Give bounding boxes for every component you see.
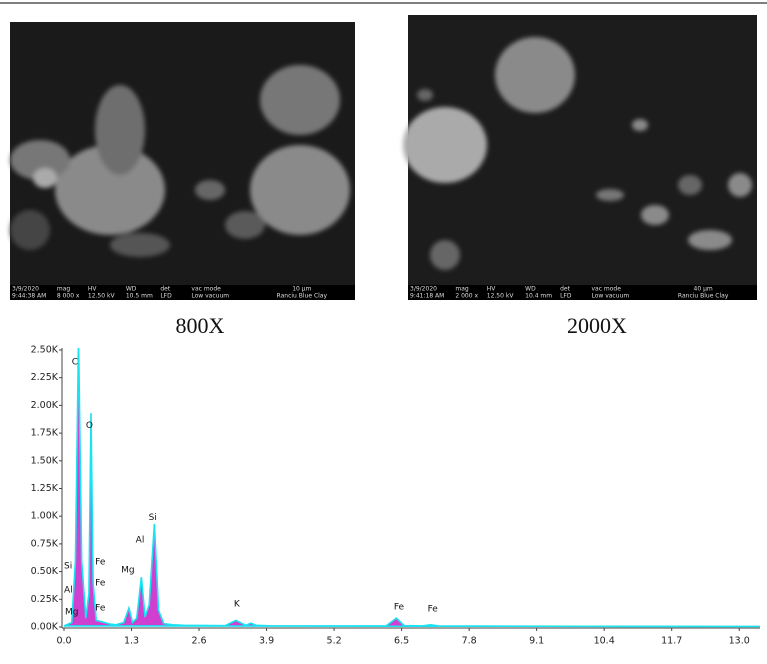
- eds-spectrum: 0.00K 0.25K 0.50K 0.75K 1.00K 1.25K 1.50K 1.75K…: [31, 339, 760, 647]
- info-text: 10.4 mm: [525, 293, 552, 300]
- peak-label: Al: [64, 585, 73, 595]
- peak-label: K: [234, 599, 241, 609]
- x-tick-label: 5.2: [327, 636, 342, 647]
- info-text: 10.5 mm: [126, 293, 153, 300]
- info-text: Low vacuum: [591, 293, 629, 300]
- y-tick-label: 0.00K: [31, 622, 59, 633]
- info-text: det: [560, 286, 571, 293]
- peak-label: Mg: [65, 608, 78, 618]
- y-tick-label: 1.50K: [31, 455, 59, 466]
- info-text: HV: [88, 286, 98, 293]
- info-text: Ranciu Blue Clay: [678, 293, 729, 300]
- peak-label: Fe: [428, 605, 439, 615]
- info-text: WD: [525, 286, 536, 293]
- info-text: 10 µm: [292, 286, 311, 293]
- info-text: vac mode: [191, 286, 221, 293]
- info-text: 40 µm: [694, 286, 713, 293]
- x-tick-label: 11.7: [661, 636, 682, 647]
- peak-label: C: [72, 358, 78, 368]
- y-tick-label: 2.25K: [31, 372, 59, 383]
- info-text: 3/9/2020: [12, 286, 39, 293]
- x-tick-label: 6.5: [394, 636, 409, 647]
- x-tick-label: 2.6: [191, 636, 206, 647]
- info-text: Low vacuum: [191, 293, 229, 300]
- peak-label: Si: [64, 562, 72, 572]
- y-tick-label: 2.00K: [31, 400, 59, 411]
- y-tick-label: 0.50K: [31, 566, 59, 577]
- y-tick-label: 1.00K: [31, 511, 59, 522]
- peak-label: Mg: [121, 565, 134, 575]
- info-text: 9:41:18 AM: [410, 293, 444, 300]
- figure: 0.00K 0.25K 0.50K 0.75K 1.00K 1.25K 1.50K 1.75K…: [0, 0, 767, 660]
- peak-label: Fe: [95, 579, 106, 589]
- x-tick-label: 10.4: [594, 636, 615, 647]
- info-text: 12.50 kV: [88, 293, 116, 300]
- sem-image-right: [403, 15, 757, 300]
- info-text: 12.50 kV: [487, 293, 515, 300]
- x-tick-label: 3.9: [259, 636, 274, 647]
- info-text: WD: [126, 286, 137, 293]
- y-tick-label: 1.75K: [31, 428, 59, 439]
- peak-label: Fe: [95, 557, 106, 567]
- info-text: 8 000 x: [57, 293, 80, 300]
- image-label: 800X: [176, 313, 225, 338]
- peak-label: Al: [136, 536, 145, 546]
- info-text: LFD: [160, 293, 172, 300]
- x-tick-label: 9.1: [529, 636, 544, 647]
- info-text: vac mode: [591, 286, 621, 293]
- y-tick-label: 0.75K: [31, 538, 59, 549]
- y-tick-label: 2.50K: [31, 345, 59, 356]
- info-text: mag: [455, 286, 469, 293]
- info-text: mag: [57, 286, 71, 293]
- x-tick-label: 13.0: [729, 636, 750, 647]
- info-text: HV: [487, 286, 497, 293]
- info-text: det: [160, 286, 171, 293]
- y-tick-label: 0.25K: [31, 594, 59, 605]
- x-tick-label: 1.3: [124, 636, 139, 647]
- info-text: 2 000 x: [455, 293, 478, 300]
- y-tick-label: 1.25K: [31, 483, 59, 494]
- info-text: Ranciu Blue Clay: [277, 293, 328, 300]
- sem-image-left: [10, 22, 355, 300]
- x-tick-label: 0.0: [56, 636, 71, 647]
- peak-label: Fe: [95, 604, 106, 614]
- x-tick-label: 7.8: [462, 636, 477, 647]
- info-text: 9:44:38 AM: [12, 293, 46, 300]
- spectrum: [64, 339, 760, 627]
- info-text: 3/9/2020: [410, 286, 437, 293]
- info-text: LFD: [560, 293, 572, 300]
- peak-label: Fe: [394, 603, 405, 613]
- peak-label: Si: [149, 513, 157, 523]
- peak-label: O: [86, 421, 93, 431]
- image-label: 2000X: [567, 313, 627, 338]
